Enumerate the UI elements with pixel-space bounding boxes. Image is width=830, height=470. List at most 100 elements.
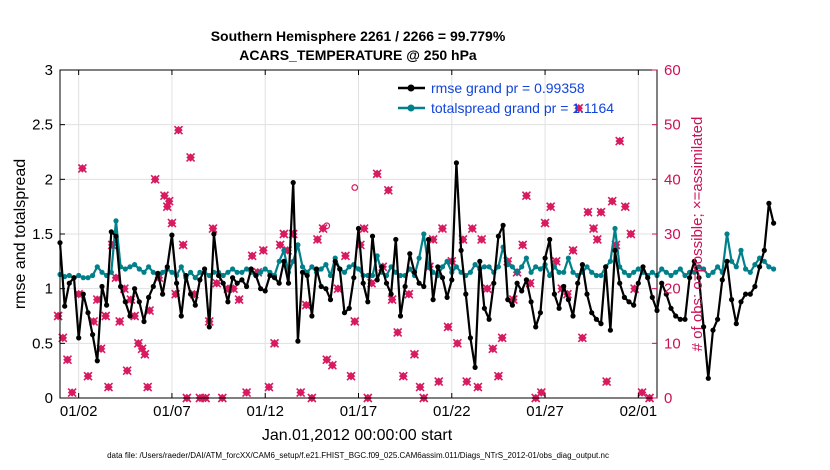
y-tick-label-right: 10: [664, 335, 681, 352]
data-file-footnote: data file: /Users/raeder/DAI/ATM_forcXX/…: [107, 451, 609, 460]
totalspread-point: [192, 275, 198, 281]
totalspread-point: [206, 272, 212, 279]
totalspread-point: [533, 264, 539, 270]
rmse-point: [626, 299, 632, 305]
rmse-point: [565, 297, 572, 303]
obs-assimilated-cross: [583, 207, 593, 217]
x-tick-label: 01/12: [246, 403, 284, 420]
obs-assimilated-cross: [275, 240, 285, 250]
rmse-point: [514, 280, 520, 286]
rmse-point: [351, 275, 357, 281]
rmse-point: [169, 232, 175, 238]
rmse-point: [94, 358, 100, 364]
obs-assimilated-cross: [133, 338, 143, 348]
obs-assimilated-cross: [626, 229, 636, 239]
totalspread-point: [160, 269, 166, 275]
rmse-point: [71, 275, 77, 281]
totalspread-point: [80, 275, 86, 281]
rmse-point: [495, 233, 501, 239]
legend-marker-spread: [407, 104, 415, 112]
rmse-point: [90, 332, 96, 338]
rmse-point: [579, 262, 586, 268]
rmse-point: [160, 291, 166, 297]
totalspread-point: [94, 264, 100, 270]
rmse-point: [766, 200, 772, 206]
rmse-point: [617, 280, 623, 286]
rmse-point: [150, 283, 156, 290]
obs-assimilated-cross: [359, 223, 369, 234]
x-tick-label: 01/07: [153, 403, 191, 420]
totalspread-point: [771, 266, 777, 272]
rmse-point: [458, 247, 464, 253]
obs-assimilated-cross: [437, 223, 448, 234]
rmse-point: [481, 305, 487, 311]
rmse-point: [299, 269, 306, 275]
obs-assimilated-cross: [178, 240, 188, 250]
totalspread-point: [663, 269, 669, 275]
rmse-point: [621, 294, 628, 300]
obs-assimilated-cross: [296, 387, 306, 398]
totalspread-point: [127, 264, 133, 270]
rmse-point: [640, 264, 646, 270]
rmse-point: [99, 283, 105, 290]
obs-assimilated-cross: [167, 218, 177, 228]
obs-assimilated-cross: [77, 163, 87, 173]
obs-assimilated-cross: [62, 355, 73, 365]
totalspread-point: [598, 272, 604, 279]
obs-assimilated-cross: [264, 382, 274, 392]
obs-assimilated-cross: [551, 256, 561, 266]
obs-assimilated-cross: [434, 377, 444, 387]
obs-possible-point: [323, 222, 331, 230]
obs-assimilated-cross: [130, 311, 140, 321]
totalspread-point: [547, 272, 553, 279]
rmse-point: [188, 291, 194, 297]
totalspread-point: [738, 247, 744, 253]
y-axis-label-left: rmse and totalspread: [12, 159, 29, 309]
totalspread-point: [169, 269, 175, 275]
rmse-point: [62, 303, 68, 309]
rmse-point: [505, 297, 511, 303]
totalspread-point: [747, 269, 753, 275]
rmse-point: [682, 316, 688, 322]
rmse-point: [239, 277, 245, 283]
totalspread-point: [178, 264, 184, 270]
totalspread-point: [715, 264, 721, 270]
totalspread-point: [691, 269, 697, 275]
rmse-point: [360, 280, 366, 286]
obs-assimilated-cross: [452, 338, 462, 348]
rmse-point: [225, 299, 231, 305]
y-tick-label-right: 40: [664, 171, 681, 188]
totalspread-point: [281, 247, 287, 253]
rmse-point: [598, 321, 604, 327]
rmse-point: [463, 291, 469, 297]
obs-assimilated-cross: [92, 295, 102, 305]
totalspread-point: [327, 272, 334, 279]
rmse-point: [575, 280, 581, 286]
rmse-point: [486, 316, 492, 322]
totalspread-point: [570, 269, 576, 275]
rmse-point: [262, 288, 268, 294]
totalspread-point: [439, 264, 446, 270]
rmse-point: [127, 313, 133, 319]
totalspread-point: [197, 269, 203, 275]
obs-assimilated-cross: [346, 371, 356, 381]
rmse-point: [211, 231, 217, 237]
obs-assimilated-cross: [247, 251, 257, 261]
rmse-point: [276, 280, 282, 286]
rmse-point: [509, 302, 515, 308]
rmse-point: [612, 247, 618, 253]
rmse-point: [374, 277, 380, 283]
rmse-point: [411, 269, 418, 275]
obs-assimilated-cross: [122, 366, 132, 376]
rmse-point: [332, 258, 338, 264]
rmse-point: [122, 299, 128, 305]
obs-assimilated-cross: [234, 295, 244, 305]
totalspread-point: [234, 269, 240, 275]
rmse-point: [449, 277, 455, 283]
totalspread-point: [220, 272, 226, 279]
rmse-point: [631, 302, 637, 308]
rmse-point: [136, 299, 142, 305]
rmse-point: [537, 310, 544, 316]
rmse-point: [183, 272, 189, 279]
obs-assimilated-cross: [212, 278, 222, 288]
